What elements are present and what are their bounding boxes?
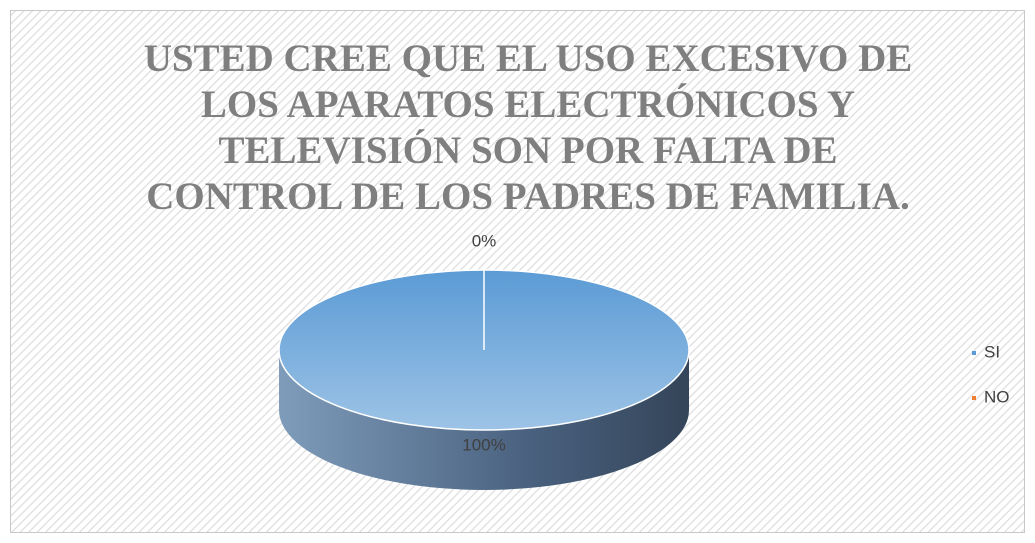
chart-title: USTED CREE QUE EL USO EXCESIVO DE LOS AP… — [143, 37, 913, 218]
data-label: 100% — [462, 435, 505, 454]
data-label: 0% — [472, 231, 497, 250]
legend-label: NO — [984, 387, 1010, 406]
legend-swatch — [972, 351, 976, 355]
pie-side — [279, 350, 689, 490]
legend-swatch — [972, 396, 976, 400]
legend-label: SI — [984, 342, 1000, 361]
